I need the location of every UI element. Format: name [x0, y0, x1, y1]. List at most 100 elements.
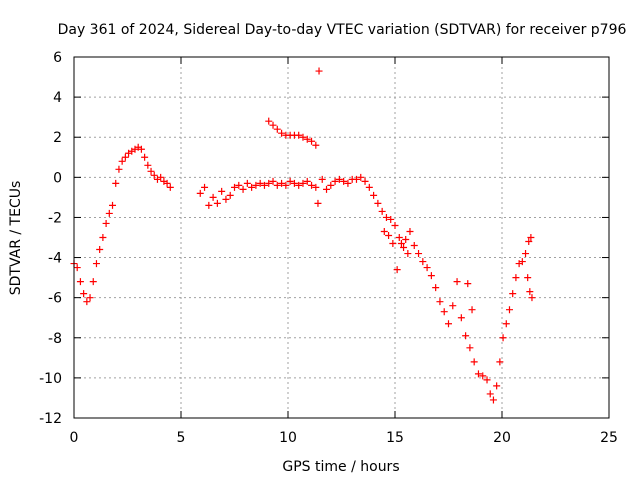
- y-tick-label: -4: [48, 251, 62, 267]
- data-point: [150, 171, 158, 179]
- data-point: [385, 231, 393, 239]
- data-point: [397, 240, 405, 248]
- data-point: [389, 240, 397, 248]
- x-tick-label: 10: [279, 430, 297, 446]
- data-point: [449, 302, 457, 310]
- data-point: [256, 179, 264, 187]
- data-point: [370, 191, 378, 199]
- data-point: [527, 234, 535, 241]
- data-point: [406, 227, 414, 235]
- data-point: [86, 294, 94, 302]
- data-point: [303, 177, 311, 185]
- data-point: [512, 274, 520, 282]
- data-point: [352, 175, 360, 183]
- data-point: [166, 183, 174, 191]
- data-point: [509, 290, 517, 298]
- data-point: [76, 278, 84, 286]
- data-point: [340, 177, 348, 185]
- data-point: [205, 201, 213, 209]
- data-point: [318, 175, 326, 183]
- y-tick-label: 4: [53, 90, 62, 106]
- y-tick-label: -6: [48, 291, 62, 307]
- data-point: [141, 153, 149, 161]
- data-point: [505, 306, 513, 314]
- data-point: [468, 306, 476, 314]
- x-tick-label: 5: [177, 430, 186, 446]
- data-point: [489, 396, 497, 404]
- y-tick-label: -2: [48, 210, 62, 226]
- data-points: [70, 67, 536, 404]
- data-point: [278, 129, 286, 137]
- data-point: [312, 141, 320, 149]
- data-point: [344, 179, 352, 187]
- y-tick-label: -8: [48, 331, 62, 347]
- data-point: [393, 266, 401, 274]
- data-point: [112, 179, 120, 187]
- data-point: [273, 125, 281, 133]
- data-point: [226, 191, 234, 199]
- data-point: [378, 207, 386, 215]
- y-tick-label: 6: [53, 50, 62, 66]
- data-point: [380, 227, 388, 235]
- data-point: [464, 280, 472, 288]
- data-point: [92, 260, 100, 268]
- data-point: [427, 272, 435, 280]
- data-point: [102, 219, 110, 227]
- data-point: [502, 320, 510, 328]
- y-axis-label: SDTVAR / TECUs: [8, 181, 24, 296]
- data-point: [201, 183, 209, 191]
- y-tick-label: -12: [39, 411, 62, 427]
- data-point: [99, 234, 107, 241]
- data-point: [410, 242, 418, 250]
- data-point: [118, 157, 126, 165]
- data-point: [327, 181, 335, 189]
- data-point: [382, 213, 390, 221]
- data-point: [496, 358, 504, 366]
- data-point: [335, 175, 343, 183]
- data-point: [331, 177, 339, 185]
- data-point: [436, 298, 444, 306]
- data-point: [196, 189, 204, 197]
- data-point: [486, 390, 494, 398]
- grid-lines: [74, 57, 609, 418]
- x-tick-label: 25: [600, 430, 618, 446]
- data-point: [137, 145, 145, 153]
- data-point: [218, 187, 226, 195]
- data-point: [357, 173, 365, 181]
- data-point: [528, 294, 536, 302]
- data-point: [315, 67, 323, 75]
- data-point: [248, 183, 256, 191]
- data-point: [466, 344, 474, 352]
- data-point: [265, 179, 273, 187]
- data-point: [83, 298, 91, 306]
- data-point: [157, 173, 165, 181]
- data-point: [213, 199, 221, 207]
- data-point: [286, 177, 294, 185]
- data-point: [163, 179, 171, 187]
- data-point: [299, 133, 307, 141]
- data-point: [314, 199, 322, 207]
- data-point: [308, 181, 316, 189]
- data-point: [89, 278, 97, 286]
- data-point: [147, 167, 155, 175]
- data-point: [269, 121, 277, 129]
- data-point: [105, 209, 113, 217]
- y-tick-label: 0: [53, 170, 62, 186]
- data-point: [290, 179, 298, 187]
- data-point: [395, 234, 403, 241]
- chart-title: Day 361 of 2024, Sidereal Day-to-day VTE…: [58, 22, 627, 38]
- data-point: [526, 288, 534, 296]
- data-point: [308, 137, 316, 145]
- data-point: [423, 264, 431, 272]
- data-point: [282, 181, 290, 189]
- data-point: [445, 320, 452, 328]
- data-point: [402, 236, 410, 244]
- data-point: [80, 290, 88, 298]
- data-point: [479, 372, 487, 380]
- x-tick-label: 20: [493, 430, 511, 446]
- data-point: [499, 334, 507, 342]
- data-point: [269, 177, 277, 185]
- data-point: [303, 135, 311, 143]
- data-point: [391, 221, 399, 229]
- plot-frame: [73, 56, 610, 419]
